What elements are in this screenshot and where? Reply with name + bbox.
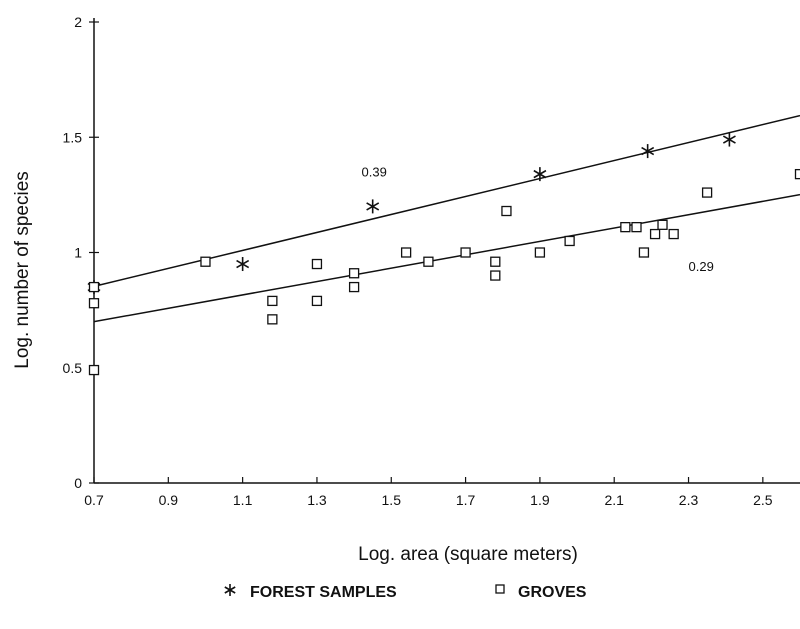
grove-point (620, 221, 631, 233)
grove-point (348, 281, 360, 293)
y-tick-label: 1 (74, 245, 82, 261)
data-markers (87, 132, 800, 376)
y-tick-label: 1.5 (63, 129, 83, 145)
x-tick-label: 1.5 (382, 492, 402, 508)
grove-point (267, 314, 278, 325)
slope-annotation: 0.29 (689, 259, 714, 274)
forest-sample-point (533, 167, 547, 182)
regression-line (93, 193, 800, 323)
grove-point (200, 256, 211, 267)
x-axis-title: Log. area (square meters) (358, 544, 578, 565)
grove-point (460, 247, 471, 258)
grove-point (701, 187, 713, 198)
forest-sample-point (641, 144, 655, 159)
grove-point (311, 258, 323, 270)
legend-label-groves: GROVES (518, 584, 587, 601)
grove-point (267, 295, 278, 307)
x-tick-label: 2.3 (679, 492, 699, 508)
forest-sample-point (236, 257, 250, 272)
legend-item-groves: GROVES (495, 584, 587, 601)
x-tick-label: 1.7 (456, 492, 476, 508)
grove-point (490, 270, 501, 281)
grove-point (311, 295, 323, 307)
grove-point (631, 221, 642, 233)
grove-point (794, 168, 800, 180)
y-tick-label: 0 (74, 475, 82, 491)
asterisk-marker-icon (224, 584, 236, 596)
fit-lines: 0.39 0.29 (93, 114, 800, 323)
regression-line (93, 114, 800, 288)
grove-point (400, 247, 412, 258)
grove-point (423, 256, 434, 267)
grove-point (348, 268, 360, 279)
x-tick-label: 0.7 (84, 492, 104, 508)
square-marker-icon (495, 584, 505, 594)
x-tick-label: 1.9 (530, 492, 550, 508)
forest-sample-point (366, 199, 380, 214)
x-tick-label: 1.1 (233, 492, 253, 508)
axes (93, 18, 800, 484)
slope-annotation: 0.39 (362, 164, 387, 179)
x-tick-label: 2.5 (753, 492, 773, 508)
legend: FOREST SAMPLES GROVES (224, 584, 587, 601)
grove-point (88, 281, 100, 293)
x-ticks: 0.7 0.9 1.1 1.3 1.5 1.7 1.9 2.1 2.3 2.5 (84, 477, 773, 508)
grove-point (534, 247, 546, 258)
x-tick-label: 1.3 (307, 492, 327, 508)
y-tick-label: 2 (74, 14, 82, 30)
legend-item-forest-samples: FOREST SAMPLES (224, 584, 397, 601)
forest-sample-point (722, 132, 736, 147)
grove-point (638, 247, 650, 258)
grove-point (649, 228, 661, 240)
grove-point (657, 219, 668, 230)
grove-point (490, 256, 501, 267)
grove-point (564, 235, 575, 247)
grove-point (88, 364, 100, 376)
grove-point (88, 298, 100, 309)
y-axis-title: Log. number of species (12, 171, 33, 369)
y-tick-label: 0.5 (63, 360, 83, 376)
x-tick-label: 2.1 (604, 492, 624, 508)
legend-asterisk-shape (224, 584, 236, 596)
x-tick-label: 0.9 (159, 492, 179, 508)
legend-label-forest-samples: FOREST SAMPLES (250, 584, 397, 601)
grove-point (501, 205, 512, 217)
grove-point (668, 228, 679, 240)
